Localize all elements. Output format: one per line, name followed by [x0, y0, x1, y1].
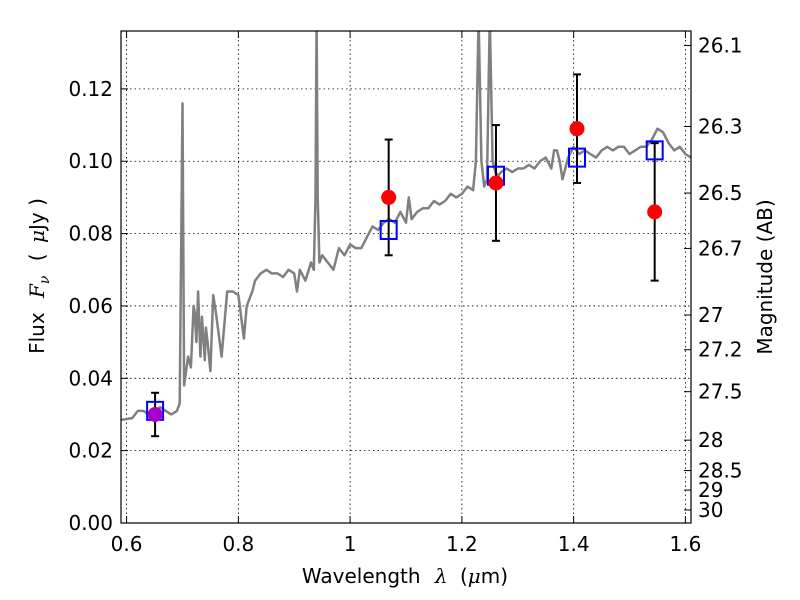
- x-tick-label: 0.8: [222, 532, 254, 556]
- y-axis-ticks: 0.00 0.02 0.04 0.06 0.08 0.10 0.12: [68, 77, 128, 535]
- plot-frame: [120, 30, 692, 524]
- right-tick-label: 28.5: [698, 459, 743, 483]
- x-axis-label-unit-open: (: [460, 564, 468, 588]
- x-axis-label-unit-rest: m): [481, 564, 508, 588]
- x-tick-label: 1: [344, 532, 357, 556]
- right-tick-label: 27: [698, 303, 723, 327]
- y-axis-label-prefix: Flux: [25, 312, 49, 354]
- x-tick-label: 1.6: [670, 532, 702, 556]
- y-axis-label: Flux Fν ( μJy ): [25, 198, 54, 354]
- y-tick-label: 0.06: [68, 294, 113, 318]
- model-photometry-square: [568, 147, 586, 168]
- x-tick-label: 1.2: [446, 532, 478, 556]
- right-tick-label: 26.1: [698, 33, 743, 57]
- y-axis-label-unit-rest: Jy ): [25, 198, 49, 232]
- y-tick-label: 0.08: [68, 222, 113, 246]
- right-tick-label: 26.3: [698, 115, 743, 139]
- observed-flux-point: [147, 406, 163, 422]
- grid-lines: [121, 31, 691, 524]
- model-photometry-square: [645, 140, 664, 161]
- x-tick-label: 1.4: [558, 532, 590, 556]
- observed-flux-point: [569, 121, 585, 137]
- x-axis-ticks: 0.6 0.8 1 1.2 1.4 1.6: [111, 31, 702, 556]
- y-tick-label: 0.10: [68, 149, 113, 173]
- y-axis-label-unit-open: (: [25, 253, 49, 261]
- y-axis-label-symbol: F: [25, 283, 49, 299]
- spectrum-line: [121, 31, 691, 422]
- right-tick-label: 26.5: [698, 181, 743, 205]
- right-tick-label: 28: [698, 428, 723, 452]
- observed-flux-point: [647, 204, 663, 220]
- x-axis-label: Wavelength λ (μm): [302, 564, 508, 588]
- right-tick-label: 27.2: [698, 338, 743, 362]
- y-axis-label-subscript: ν: [37, 275, 53, 284]
- model-photometry-square: [379, 219, 398, 240]
- observed-flux-point: [381, 189, 397, 205]
- y-tick-label: 0.00: [68, 511, 113, 535]
- y-tick-label: 0.04: [68, 366, 113, 390]
- right-tick-label: 26.7: [698, 236, 743, 260]
- right-tick-label: 29: [698, 478, 723, 502]
- observed-flux-point: [488, 175, 504, 191]
- right-axis-label: Magnitude (AB): [753, 199, 777, 354]
- x-axis-label-symbol: λ: [434, 564, 448, 588]
- y-axis-label-unit-mu: μ: [25, 230, 49, 243]
- y-tick-label: 0.12: [68, 77, 113, 101]
- x-axis-label-text: Wavelength: [302, 564, 421, 588]
- model-spectrum: [121, 31, 691, 422]
- right-tick-label: 27.5: [698, 380, 743, 404]
- x-tick-label: 0.6: [111, 532, 143, 556]
- observed-flux-markers: [147, 121, 663, 422]
- y-tick-label: 0.02: [68, 439, 113, 463]
- right-tick-label: 30: [698, 498, 723, 522]
- x-axis-label-unit-mu: μ: [468, 564, 481, 588]
